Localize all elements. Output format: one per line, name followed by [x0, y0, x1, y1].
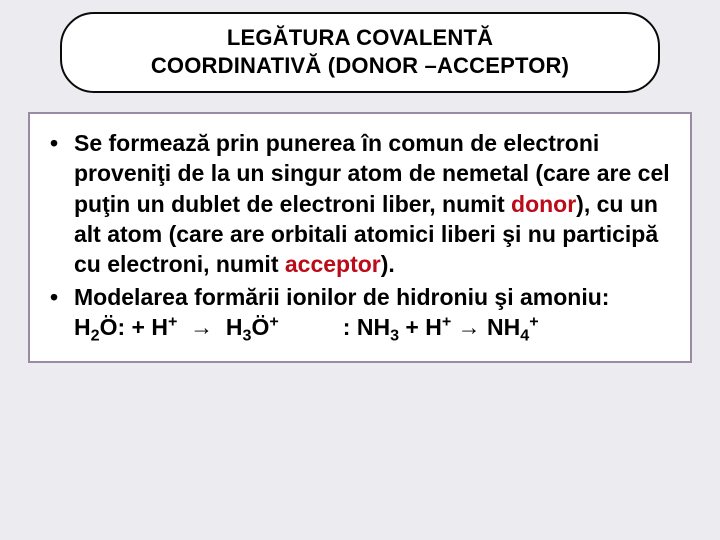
arrow-icon: → [190, 314, 213, 340]
title-line-1: LEGĂTURA COVALENTĂ [227, 25, 493, 50]
bullet2-intro: Modelarea formării ionilor de hidroniu ş… [74, 284, 609, 310]
list-item: Se formează prin punerea în comun de ele… [44, 128, 672, 280]
title-pill: LEGĂTURA COVALENTĂ COORDINATIVĂ (DONOR –… [60, 12, 660, 93]
eq1-sup2: + [269, 313, 278, 331]
eq1-rhs-tail: Ö [252, 314, 270, 340]
bullet1-seg3: ). [381, 251, 395, 277]
eq1-sub2: 3 [243, 327, 252, 345]
content-box: Se formează prin punerea în comun de ele… [28, 112, 692, 363]
term-acceptor: acceptor [285, 251, 381, 277]
equations-line: H2Ö: + H+ → H3Ö+: NH3 + H+ → NH4+ [74, 312, 672, 342]
eq1-sup1: + [168, 313, 177, 331]
eq1-lhs-a: H [74, 314, 91, 340]
bullet-list: Se formează prin punerea în comun de ele… [44, 128, 672, 343]
eq1-rhs-a: H [226, 314, 243, 340]
title-line-2: COORDINATIVĂ (DONOR –ACCEPTOR) [151, 53, 569, 78]
term-donor: donor [511, 191, 576, 217]
page-title: LEGĂTURA COVALENTĂ COORDINATIVĂ (DONOR –… [86, 24, 634, 79]
arrow-icon: → [458, 314, 481, 340]
eq2: : NH3 + H+ → NH4+ [343, 314, 539, 340]
eq2-sup2: + [529, 313, 538, 331]
eq2-rhs-b: NH [487, 314, 520, 340]
eq1: H2Ö: + H+ → H3Ö+ [74, 314, 279, 340]
eq2-sub1: 3 [390, 327, 399, 345]
eq2-lhs-tail: + H [399, 314, 442, 340]
eq2-sub2: 4 [520, 327, 529, 345]
eq2-lhs-b: : NH [343, 314, 390, 340]
eq1-sub1: 2 [91, 327, 100, 345]
eq2-sup1: + [442, 313, 451, 331]
list-item: Modelarea formării ionilor de hidroniu ş… [44, 282, 672, 343]
eq1-lhs-tail: Ö: + H [100, 314, 168, 340]
